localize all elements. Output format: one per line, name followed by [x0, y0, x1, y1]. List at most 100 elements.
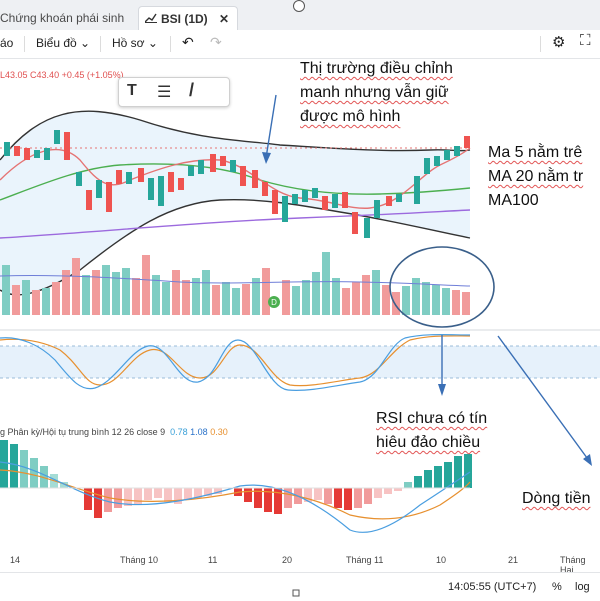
macd-bar [204, 488, 212, 496]
macd-bar [10, 444, 18, 488]
close-icon[interactable]: ✕ [218, 12, 229, 26]
candle [464, 136, 470, 148]
volume-bar [102, 265, 110, 315]
macd-bar [20, 450, 28, 488]
axis-label: 20 [282, 555, 293, 565]
volume-bar [372, 270, 380, 315]
percent-toggle[interactable]: % [552, 581, 562, 593]
time-axis[interactable]: 14 Tháng 10 11 20 Tháng 11 10 21 Tháng H… [0, 550, 600, 575]
candle [282, 196, 288, 222]
dividend-marker[interactable] [268, 296, 280, 308]
log-toggle[interactable]: log [575, 581, 590, 593]
volume-bar [82, 275, 90, 315]
candle [210, 154, 216, 172]
macd-bar [254, 488, 262, 508]
rsi-line [0, 334, 471, 391]
pen-tool-icon[interactable]: / [189, 80, 195, 100]
volume-bar [462, 292, 470, 315]
macd-bar [464, 454, 472, 488]
candle [292, 194, 298, 204]
volume-bars [2, 252, 470, 315]
volume-ma-line [0, 274, 471, 287]
gear-icon[interactable]: ⚙ [552, 34, 566, 51]
annotation-text-1b: manh nhưng vẫn giữ [300, 84, 449, 101]
macd-bar [104, 488, 112, 512]
volume-bar [132, 278, 140, 315]
annotation-text-2b: MA 20 nằm tr [488, 168, 584, 185]
candle [434, 156, 440, 166]
macd-bar [374, 488, 382, 498]
macd-legend: g Phân kỳ/Hội tụ trung bình 12 26 close … [0, 427, 228, 437]
arrowhead-3 [583, 454, 592, 466]
candle [86, 190, 92, 210]
candle [374, 200, 380, 218]
candle [272, 190, 278, 214]
ohlc-close: C43.40 [30, 70, 60, 80]
candle [198, 160, 204, 174]
candle [322, 196, 328, 210]
macd-signal-line [0, 469, 471, 520]
volume-bar [212, 285, 220, 315]
toolbar-item-1[interactable]: áo [0, 36, 14, 50]
macd-value-1: 0.78 [170, 427, 188, 437]
candle [240, 166, 246, 186]
macd-bar [194, 488, 202, 498]
candle [106, 182, 112, 212]
macd-bar [174, 488, 182, 504]
volume-bar [2, 265, 10, 315]
macd-bar [214, 488, 222, 494]
profile-button[interactable]: Hồ sơ ⌄ [112, 36, 158, 50]
macd-bar [454, 456, 462, 488]
macd-bar [394, 488, 402, 491]
volume-bar [72, 258, 80, 315]
chart-type-button[interactable]: Biểu đồ ⌄ [36, 36, 90, 50]
volume-bar [312, 272, 320, 315]
candle [76, 172, 82, 186]
arrowhead-1 [262, 152, 271, 164]
macd-bar [0, 440, 8, 488]
scroll-handle[interactable] [292, 589, 300, 597]
candle [386, 196, 392, 206]
axis-label: Tháng Hai [560, 555, 586, 575]
macd-bar [40, 466, 48, 488]
tab-bsi[interactable]: BSI (1D) ✕ [138, 6, 238, 31]
candle [64, 132, 70, 160]
volume-bar [222, 282, 230, 315]
text-tool-icon[interactable]: T [127, 82, 137, 99]
drag-handle[interactable] [293, 0, 305, 12]
bollinger-fill [0, 111, 470, 295]
macd-bar [264, 488, 272, 512]
annotation-arrow-3 [497, 335, 591, 463]
macd-bar [60, 482, 68, 488]
annotation-text-2a: Ma 5 nằm trê [488, 144, 583, 161]
redo-icon[interactable]: ↷ [210, 34, 222, 50]
volume-bar [352, 282, 360, 315]
macd-bar [414, 476, 422, 488]
macd-bar [354, 488, 362, 508]
annotation-text-3b: hiêu đảo chiều [376, 434, 481, 451]
candle [396, 194, 402, 202]
candle [4, 142, 10, 156]
macd-bar [30, 458, 38, 488]
annotation-text-3a: RSI chưa có tín [376, 410, 488, 427]
candle [342, 192, 348, 208]
ma5-line [0, 147, 471, 209]
chart-footer: 14:05:55 (UTC+7) % log [0, 572, 600, 601]
volume-bar [452, 290, 460, 315]
clock-readout: 14:05:55 (UTC+7) [448, 581, 537, 593]
macd-bar [284, 488, 292, 508]
axis-label: Tháng 10 [120, 555, 159, 565]
candle [34, 150, 40, 158]
undo-icon[interactable]: ↶ [182, 34, 194, 50]
tab-derivatives[interactable]: Chứng khoán phái sinh [0, 11, 125, 25]
candle [262, 182, 268, 196]
fullscreen-icon[interactable]: ⛶ [580, 32, 591, 49]
chart-icon [145, 13, 157, 23]
lines-tool-icon[interactable]: ☰ [157, 84, 172, 101]
volume-bar [192, 278, 200, 315]
candle [96, 180, 102, 198]
volume-bar [422, 282, 430, 315]
volume-bar [52, 282, 60, 315]
axis-label: 14 [10, 555, 21, 565]
